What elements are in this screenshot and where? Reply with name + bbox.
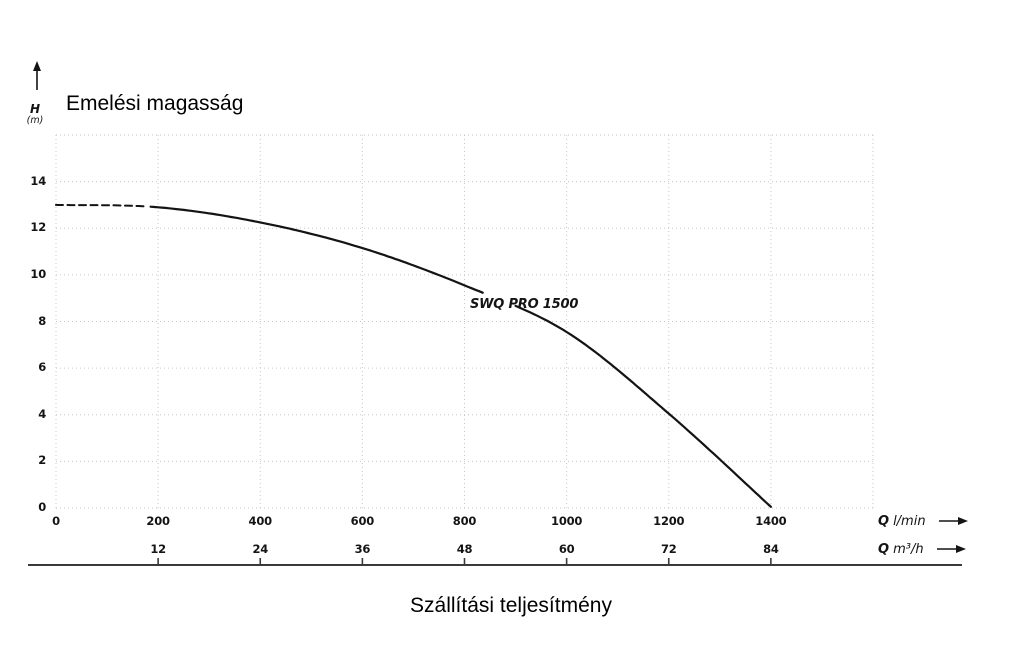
q-symbol: Q (878, 513, 890, 529)
x-tick-label-lmin: 1000 (551, 514, 583, 528)
x-tick-label-m3h: 36 (354, 542, 371, 556)
x-axis-unit-lmin: Q l/min (878, 513, 969, 529)
series-label: SWQ PRO 1500 (470, 297, 579, 312)
x-tick-label-m3h: 48 (456, 542, 473, 556)
y-axis-up-arrow-icon (33, 61, 41, 90)
x-tick-label-lmin: 1400 (755, 514, 787, 528)
x-tick-label-m3h: 60 (558, 542, 575, 556)
q-unit-label: l/min (893, 513, 926, 529)
x-tick-label-lmin: 200 (146, 514, 170, 528)
pump-curve-segment (149, 205, 484, 294)
q-symbol: Q (878, 541, 890, 557)
y-axis-symbol: H (29, 102, 41, 116)
y-tick-label: 14 (30, 173, 46, 188)
pump-curve-dashed-segment (55, 203, 148, 208)
pump-curve-segment (514, 304, 773, 508)
y-tick-label: 2 (38, 453, 46, 468)
chart-title: Emelési magasság (66, 92, 244, 115)
q-unit-label: m³/h (893, 541, 924, 557)
y-tick-label: 12 (30, 220, 46, 235)
x-tick-label-m3h: 24 (252, 542, 269, 556)
x-tick-label-lmin: 400 (248, 514, 273, 528)
x-tick-label-lmin: 0 (52, 514, 60, 528)
right-arrow-icon (938, 517, 968, 525)
y-tick-label: 6 (38, 360, 46, 375)
y-tick-label: 10 (30, 266, 46, 281)
x-tick-label-lmin: 600 (350, 514, 375, 528)
x-tick-label-m3h: 84 (763, 542, 779, 556)
y-tick-label: 4 (38, 406, 46, 421)
y-axis-unit: (m) (26, 115, 44, 126)
x-tick-label-lmin: 800 (452, 514, 477, 528)
x-axis-unit-m3h: Q m³/h (878, 541, 967, 557)
x-tick-label-lmin: 1200 (653, 514, 685, 528)
x-tick-label-m3h: 12 (150, 542, 166, 556)
x-axis-title: Szállítási teljesítmény (410, 594, 612, 617)
y-tick-label: 8 (38, 313, 46, 328)
x-tick-label-m3h: 72 (660, 542, 677, 556)
y-tick-label: 0 (38, 500, 46, 514)
right-arrow-icon (936, 545, 966, 553)
